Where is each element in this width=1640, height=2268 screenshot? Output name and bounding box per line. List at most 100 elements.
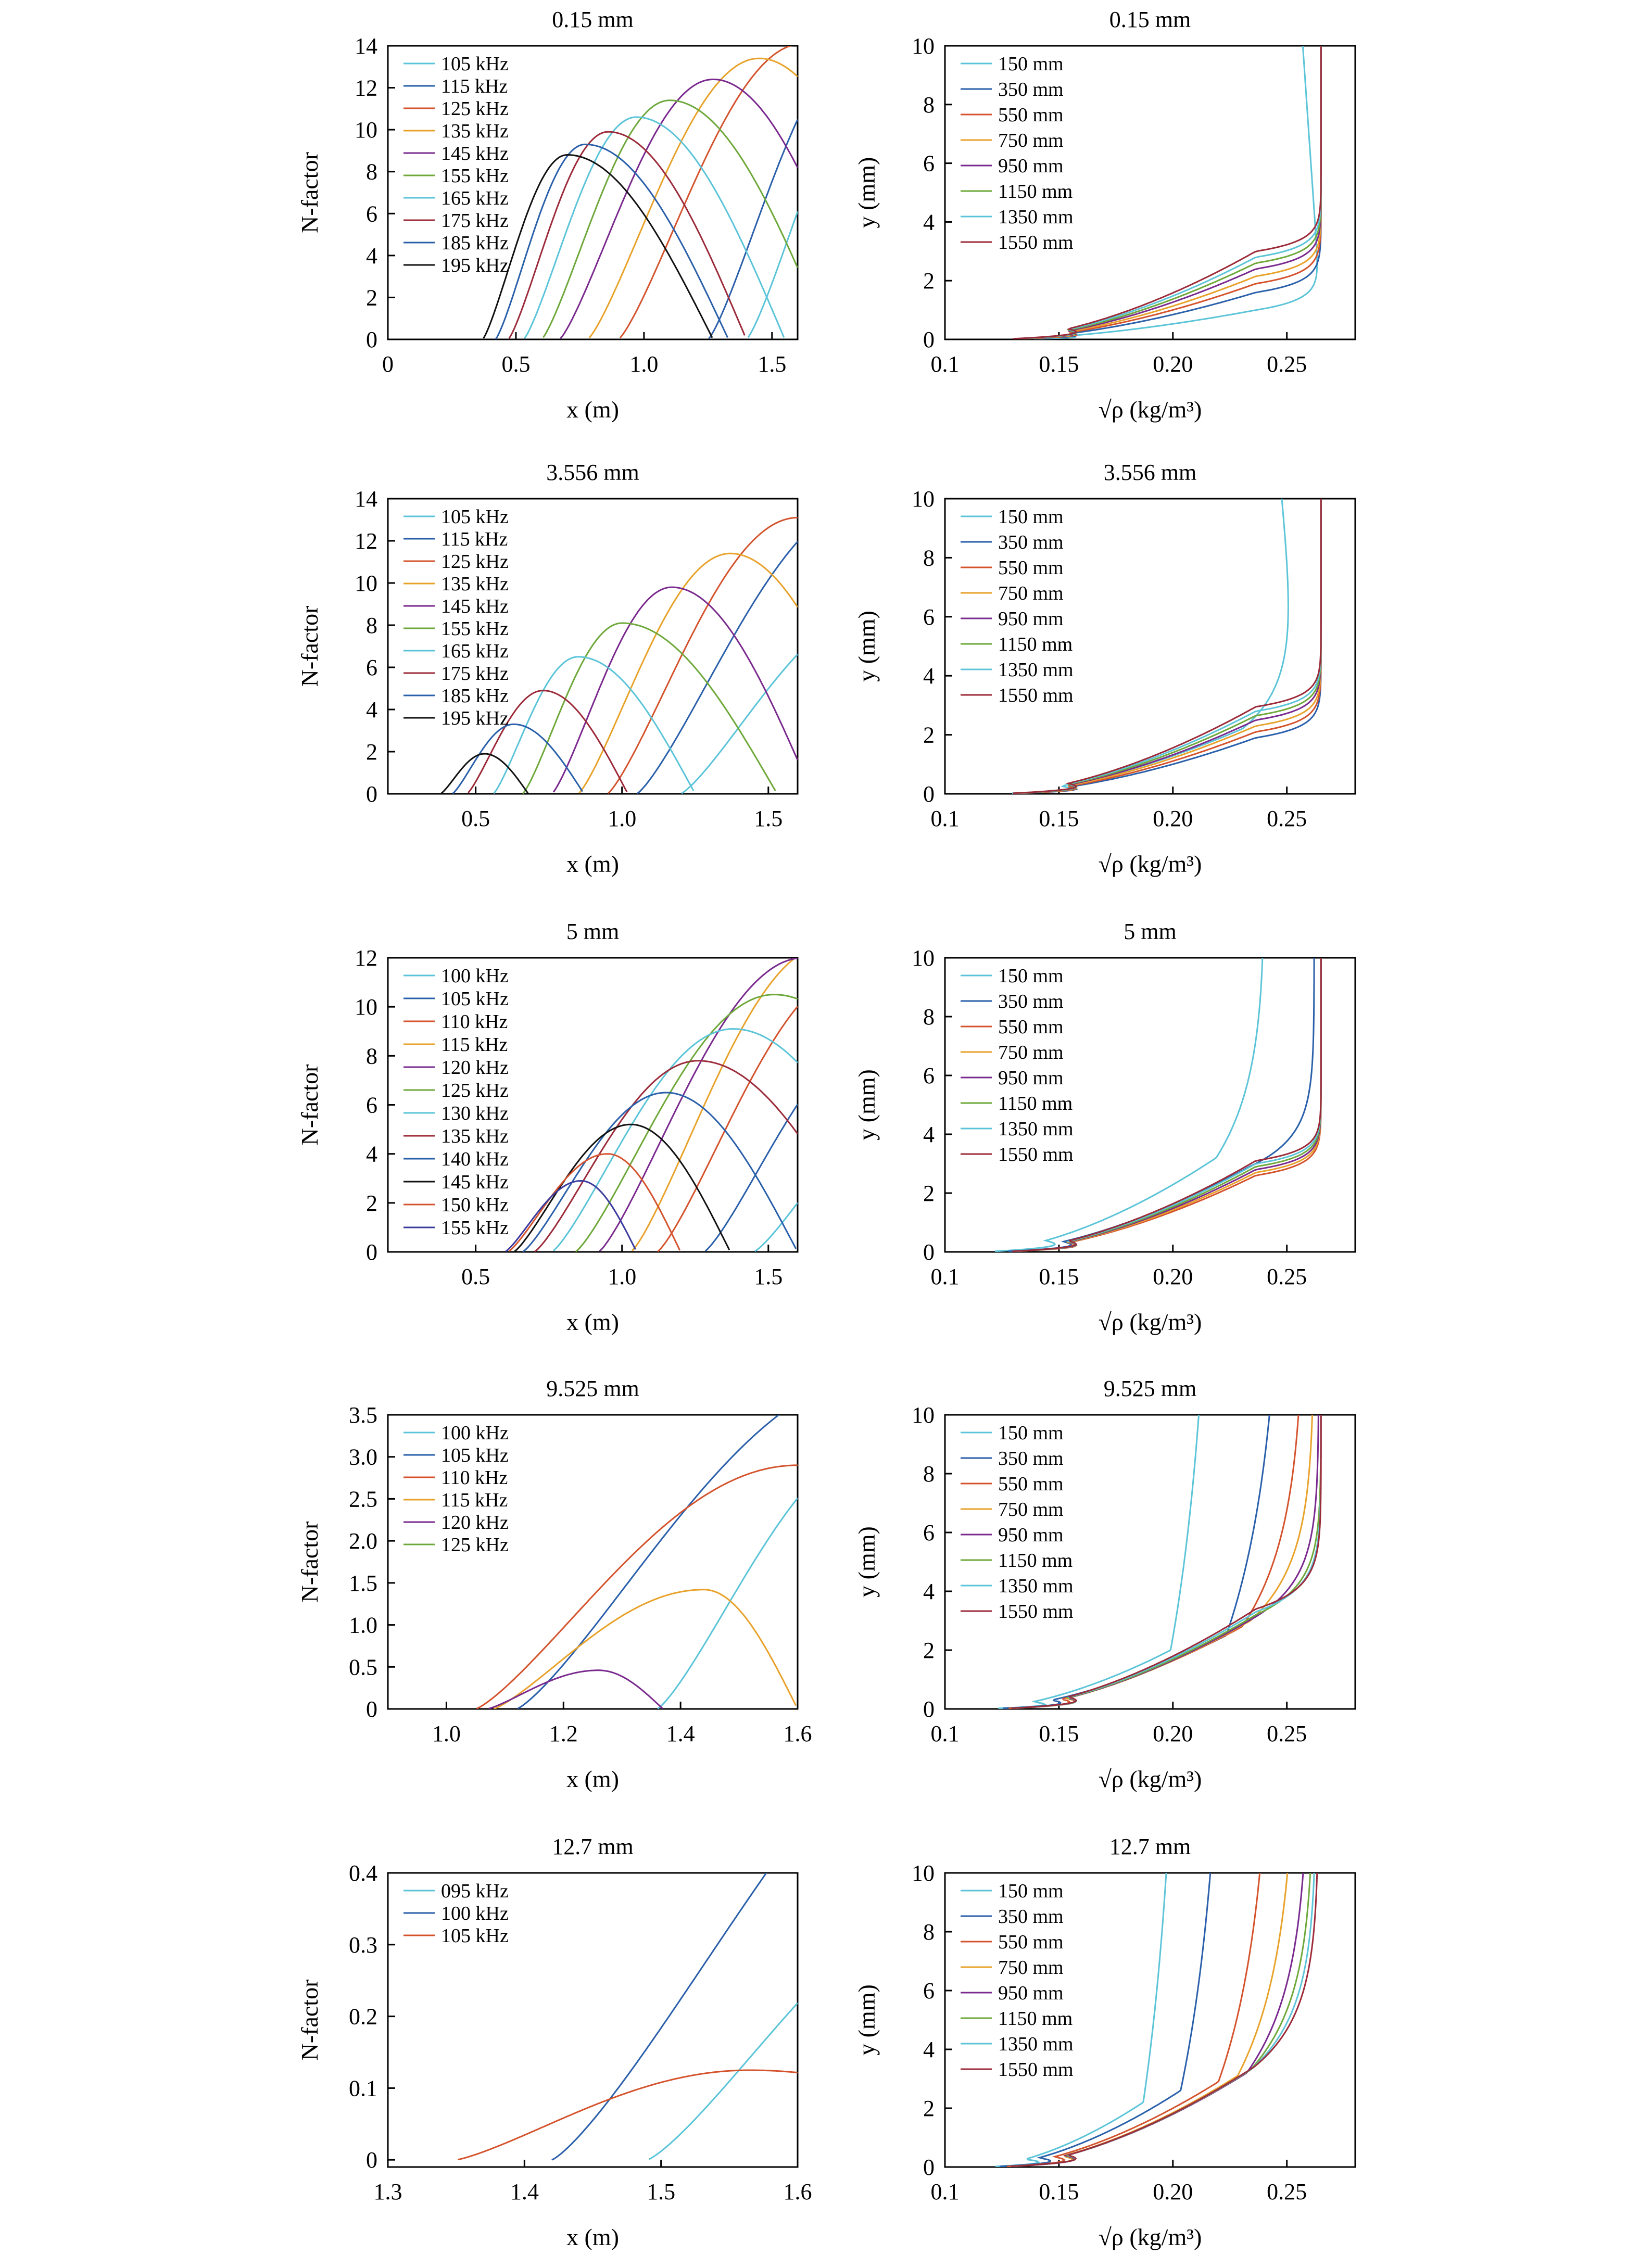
series-line xyxy=(619,46,793,339)
legend-label: 950 mm xyxy=(998,1067,1064,1089)
y-tick-label: 0 xyxy=(923,781,935,807)
x-tick-label: 0.25 xyxy=(1267,1264,1307,1289)
series-line xyxy=(458,2069,798,2161)
legend-label: 350 mm xyxy=(998,1448,1064,1469)
legend-label: 750 mm xyxy=(998,1499,1064,1521)
legend-label: 135 kHz xyxy=(441,573,509,595)
legend-label: 195 kHz xyxy=(441,707,509,729)
legend-label: 125 kHz xyxy=(441,1534,509,1556)
series-line xyxy=(452,723,584,794)
y-tick-label: 6 xyxy=(366,1093,377,1118)
series-line xyxy=(493,656,695,794)
y-tick-label: 0 xyxy=(923,1239,935,1265)
y-tick-label: 0.2 xyxy=(349,2004,377,2030)
series-line xyxy=(505,1180,636,1252)
legend-label: 150 mm xyxy=(998,506,1064,528)
legend-label: 125 kHz xyxy=(441,1080,509,1101)
legend-label: 145 kHz xyxy=(441,595,509,617)
series-line xyxy=(607,517,798,794)
y-tick-label: 4 xyxy=(366,1142,377,1167)
series-line xyxy=(681,653,798,794)
series-line xyxy=(552,586,798,793)
legend-label: 135 kHz xyxy=(441,120,509,142)
y-tick-label: 2 xyxy=(923,723,935,748)
legend-label: 1350 mm xyxy=(998,659,1074,681)
x-tick-label: 0.25 xyxy=(1267,1721,1307,1746)
x-tick-label: 0.25 xyxy=(1267,2179,1307,2204)
legend-label: 125 kHz xyxy=(441,551,509,573)
series-line xyxy=(522,1092,797,1252)
legend-label: 175 kHz xyxy=(441,210,509,232)
x-tick-label: 1.0 xyxy=(629,351,658,377)
legend-label: 100 kHz xyxy=(441,1903,509,1924)
x-axis-label: x (m) xyxy=(566,1309,619,1335)
series-line xyxy=(517,1415,780,1709)
legend-label: 1350 mm xyxy=(998,206,1074,228)
chart-panel: 9.525 mm 1.0 1.2 1.4 1.6 0 0.5 1.0 1.5 2.0 2.5 3.0 3… xyxy=(296,1376,812,1792)
legend-label: 165 kHz xyxy=(441,187,509,209)
y-tick-label: 1.5 xyxy=(349,1570,377,1596)
series-line xyxy=(524,116,785,339)
y-axis-label: N-factor xyxy=(296,1522,323,1603)
series-line xyxy=(553,1028,798,1251)
legend-label: 550 mm xyxy=(998,1473,1064,1495)
y-tick-label: 2 xyxy=(366,285,377,310)
y-axis-label: N-factor xyxy=(296,152,323,233)
series-line xyxy=(495,143,728,339)
plot-frame xyxy=(387,498,799,795)
chart-title: 5 mm xyxy=(566,919,619,944)
legend-label: 950 mm xyxy=(998,1524,1064,1546)
y-tick-label: 0.3 xyxy=(349,1932,377,1958)
x-tick-label: 1.5 xyxy=(647,2179,675,2204)
y-tick-label: 0 xyxy=(366,781,377,807)
series-line xyxy=(483,154,713,339)
plot-frame xyxy=(387,45,799,340)
legend-label: 120 kHz xyxy=(441,1512,509,1534)
legend-label: 350 mm xyxy=(998,531,1064,553)
x-tick-label: 0.5 xyxy=(461,1264,490,1289)
x-tick-label: 0.15 xyxy=(1039,806,1079,831)
legend-label: 1550 mm xyxy=(998,2059,1074,2081)
x-tick-label: 0.20 xyxy=(1153,1721,1193,1746)
legend-label: 1150 mm xyxy=(998,1550,1073,1572)
series-line xyxy=(575,994,798,1252)
legend-label: 105 kHz xyxy=(441,1925,509,1947)
y-axis-label: y (mm) xyxy=(853,611,880,682)
y-tick-label: 6 xyxy=(923,1978,935,2004)
legend-label: 155 kHz xyxy=(441,1217,509,1239)
y-tick-label: 8 xyxy=(923,1461,935,1487)
series-line xyxy=(534,1060,798,1252)
chart-panel: 5 mm 0.1 0.15 0.20 0.25 0 2 4 6 8 10 √ρ (kg/m³) y (m… xyxy=(853,919,1356,1335)
x-axis-label: x (m) xyxy=(566,2224,619,2250)
legend-label: 350 mm xyxy=(998,1906,1064,1928)
y-tick-label: 2 xyxy=(366,1190,377,1216)
y-tick-label: 10 xyxy=(912,33,935,59)
x-axis-label: x (m) xyxy=(566,1766,619,1792)
x-axis-label: √ρ (kg/m³) xyxy=(1099,2224,1202,2250)
legend-label: 550 mm xyxy=(998,1931,1064,1953)
legend-label: 185 kHz xyxy=(441,685,509,707)
y-tick-label: 10 xyxy=(355,571,377,596)
series-line xyxy=(488,1669,663,1709)
x-tick-label: 1.5 xyxy=(758,351,786,377)
chart-panel: 0.15 mm 0 0.5 1.0 1.5 0 2 4 6 8 10 12 14 x (m) N-facto… xyxy=(296,7,799,423)
legend-label: 1150 mm xyxy=(998,2008,1073,2030)
y-axis-label: N-factor xyxy=(296,1980,323,2061)
chart-title: 12.7 mm xyxy=(552,1834,633,1859)
series-line xyxy=(1000,1873,1212,2167)
series-line xyxy=(588,57,798,338)
legend-label: 1550 mm xyxy=(998,1601,1074,1623)
x-tick-label: 0.20 xyxy=(1153,2179,1193,2204)
legend-label: 1550 mm xyxy=(998,685,1074,706)
x-tick-label: 0.15 xyxy=(1039,2179,1079,2204)
legend-label: 350 mm xyxy=(998,991,1064,1012)
legend-label: 150 mm xyxy=(998,965,1064,987)
y-tick-label: 3.0 xyxy=(349,1445,377,1470)
series-line xyxy=(657,1498,798,1709)
legend-label: 115 kHz xyxy=(441,528,508,550)
legend-label: 1150 mm xyxy=(998,633,1073,655)
series-line xyxy=(560,79,798,339)
legend-label: 150 mm xyxy=(998,53,1064,75)
series-line xyxy=(476,1464,798,1709)
